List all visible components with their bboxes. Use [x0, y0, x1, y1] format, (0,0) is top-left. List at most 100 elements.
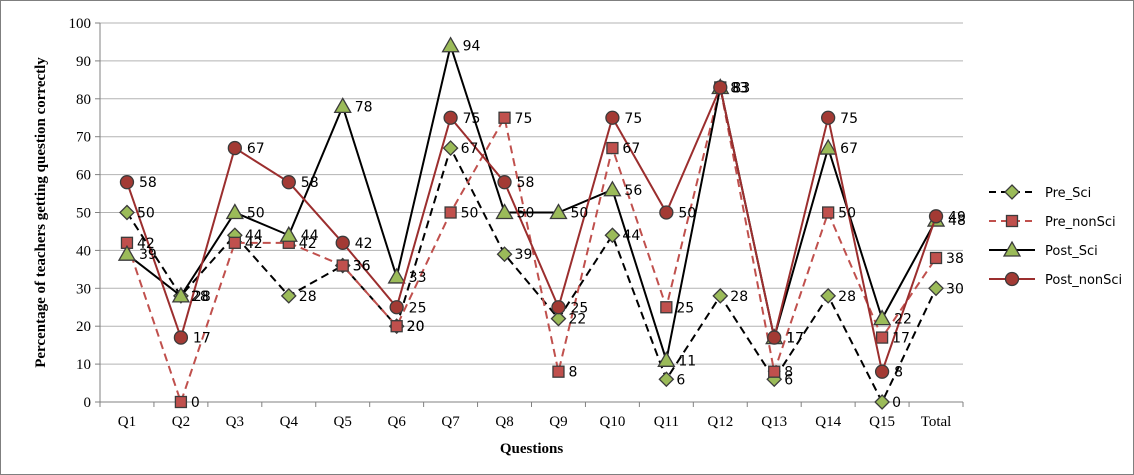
data-label: 25 [676, 300, 694, 316]
data-label: 28 [730, 289, 748, 305]
data-label: 94 [463, 39, 481, 55]
data-label: 33 [409, 270, 427, 286]
data-label: 42 [355, 236, 373, 252]
x-tick-label: Q9 [549, 414, 567, 430]
y-tick-label: 70 [76, 130, 91, 146]
legend-label: Pre_nonSci [1045, 215, 1116, 230]
y-tick-label: 80 [76, 92, 91, 108]
data-label: 39 [139, 247, 157, 263]
data-point [660, 301, 673, 314]
data-point [712, 287, 729, 304]
data-label: 83 [730, 80, 748, 96]
x-tick-label: Q13 [761, 414, 787, 430]
data-point [552, 365, 565, 378]
data-label: 30 [946, 281, 964, 297]
x-tick-label: Q6 [387, 414, 406, 430]
data-label: 22 [568, 312, 586, 328]
x-tick-label: Q5 [334, 414, 352, 430]
data-label: 75 [515, 111, 533, 127]
data-point [390, 320, 403, 333]
data-point [822, 206, 835, 219]
data-label: 67 [840, 141, 858, 157]
x-tick-label: Q12 [707, 414, 733, 430]
data-label: 22 [894, 312, 912, 328]
data-point [659, 205, 674, 220]
data-point [929, 251, 943, 265]
y-axis-title: Percentage of teachers getting question … [33, 57, 49, 368]
x-tick-label: Q15 [869, 414, 895, 430]
data-point [496, 246, 513, 263]
x-axis-ticks: Q1 Q2 Q3 Q4 Q5 Q6 Q7 Q8 Q9 Q10 Q11 Q12 Q13 Q14 Q15 Tota… [99, 402, 964, 430]
data-point [280, 287, 297, 304]
data-label: 17 [193, 331, 211, 347]
data-label: 0 [191, 395, 200, 411]
data-label: 75 [624, 111, 642, 127]
data-label: 8 [784, 365, 793, 381]
data-point [658, 371, 675, 388]
data-label: 58 [139, 175, 157, 191]
data-label: 58 [301, 175, 319, 191]
legend-marker [1004, 184, 1020, 200]
series-Post_Sci [117, 36, 946, 367]
data-label: 28 [191, 289, 209, 305]
data-label: 50 [137, 206, 155, 222]
legend: Pre_Sci Pre_nonSci Post_Sci Post_nonSci [989, 184, 1122, 288]
data-point [874, 394, 891, 410]
x-tick-label: Q7 [441, 414, 460, 430]
y-tick-label: 10 [76, 357, 91, 373]
data-point [498, 111, 511, 124]
data-point [225, 203, 244, 220]
data-label: 20 [407, 319, 425, 335]
data-label: 28 [838, 289, 856, 305]
data-point [173, 330, 189, 345]
data-point [606, 141, 619, 155]
series-Post_nonSci [119, 80, 944, 379]
data-label: 44 [622, 228, 640, 244]
data-label: 83 [732, 80, 750, 96]
legend-item: Post_nonSci [989, 271, 1122, 288]
data-point [603, 180, 622, 197]
data-point [874, 364, 890, 379]
legend-marker [1005, 214, 1019, 228]
data-label: 28 [299, 289, 317, 305]
data-label: 6 [676, 372, 685, 388]
data-point [928, 209, 944, 224]
data-point [497, 175, 512, 190]
data-point [387, 267, 406, 284]
data-label: 50 [247, 206, 265, 222]
series-group [117, 36, 946, 410]
data-label: 42 [245, 236, 263, 252]
data-point [549, 203, 568, 220]
data-label: 44 [245, 228, 263, 244]
y-tick-label: 50 [76, 206, 91, 222]
data-point [333, 97, 352, 114]
x-axis-title: Questions [500, 441, 564, 457]
data-label: 25 [409, 300, 427, 316]
data-label: 17 [786, 331, 804, 347]
data-point [281, 175, 296, 190]
data-label: 28 [193, 289, 211, 305]
data-label: 6 [784, 372, 793, 388]
x-tick-label: Q10 [599, 414, 625, 430]
data-label: 25 [570, 300, 588, 316]
data-point [605, 110, 620, 125]
y-tick-label: 0 [84, 395, 92, 411]
legend-label: Post_Sci [1045, 244, 1098, 259]
data-label: 50 [570, 206, 588, 222]
y-tick-label: 100 [69, 16, 92, 32]
y-axis-ticks: 0 10 20 30 40 50 60 70 80 90 100 [69, 16, 100, 411]
series-line [126, 145, 937, 405]
data-label: 67 [461, 141, 479, 157]
x-tick-label: Q11 [654, 414, 679, 430]
data-label: 49 [948, 209, 966, 225]
data-label: 36 [353, 259, 371, 275]
data-label: 11 [678, 353, 696, 369]
data-label: 17 [786, 331, 804, 347]
data-point [604, 227, 621, 244]
legend-item: Pre_Sci [989, 184, 1091, 201]
data-label: 36 [353, 259, 371, 275]
series-Pre_Sci [119, 140, 944, 410]
legend-item: Pre_nonSci [989, 214, 1116, 230]
